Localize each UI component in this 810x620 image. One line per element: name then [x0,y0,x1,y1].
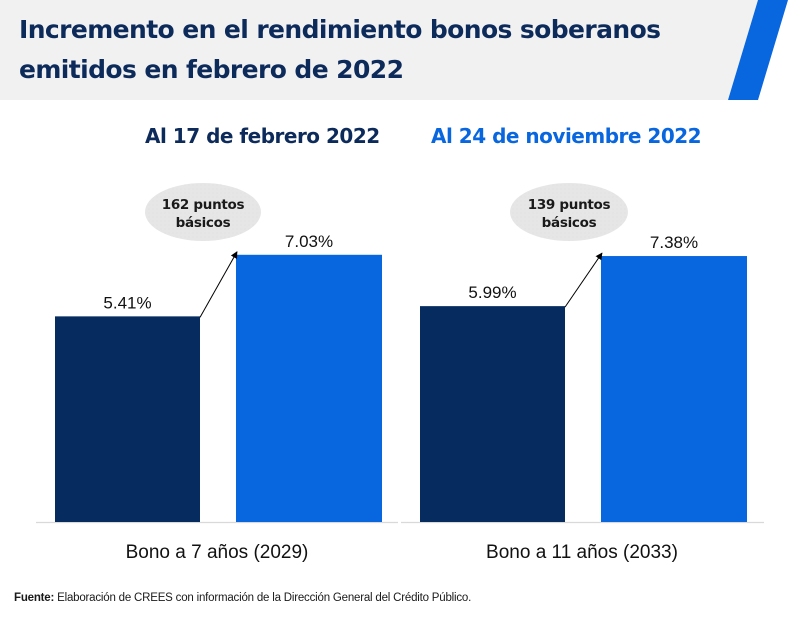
bar-february [55,316,200,522]
category-label: Bono a 7 años (2029) [126,542,309,563]
source-text: Elaboración de CREES con información de … [54,592,472,604]
chart-title-line-2: emitidos en febrero de 2022 [19,55,404,84]
header-banner [0,0,788,100]
annotation-bubble [145,183,261,241]
annotation-text-line-2: básicos [542,215,597,231]
source-note: Fuente: Elaboración de CREES con informa… [14,592,471,604]
annotation-text-line-1: 162 puntos [162,197,245,213]
increase-arrow [199,251,238,318]
data-label: 5.41% [103,293,151,312]
header-background [0,0,758,100]
data-label: 5.99% [468,283,516,302]
annotation-text-line-2: básicos [176,215,231,231]
chart-title-line-1: Incremento en el rendimiento bonos sober… [19,15,661,44]
annotation-bubble [510,183,628,241]
category-label: Bono a 11 años (2033) [486,542,678,563]
bar-february [420,306,565,522]
panel-title-november: Al 24 de noviembre 2022 [431,124,702,148]
chart-panel-1: 5.41% 7.03% 162 puntos básicos Bono a 7 años… [36,183,398,563]
increase-arrow [564,252,603,308]
bar-november [236,254,382,523]
data-label: 7.03% [285,232,333,251]
bar-november [601,256,747,522]
annotation-text-line-1: 139 puntos [528,197,611,213]
data-label: 7.38% [650,233,698,252]
header-accent-stripe [728,0,788,100]
source-label: Fuente: [14,592,55,604]
chart-panel-2: 5.99% 7.38% 139 puntos básicos Bono a 11 año… [401,183,764,563]
panel-title-february: Al 17 de febrero 2022 [145,124,380,148]
